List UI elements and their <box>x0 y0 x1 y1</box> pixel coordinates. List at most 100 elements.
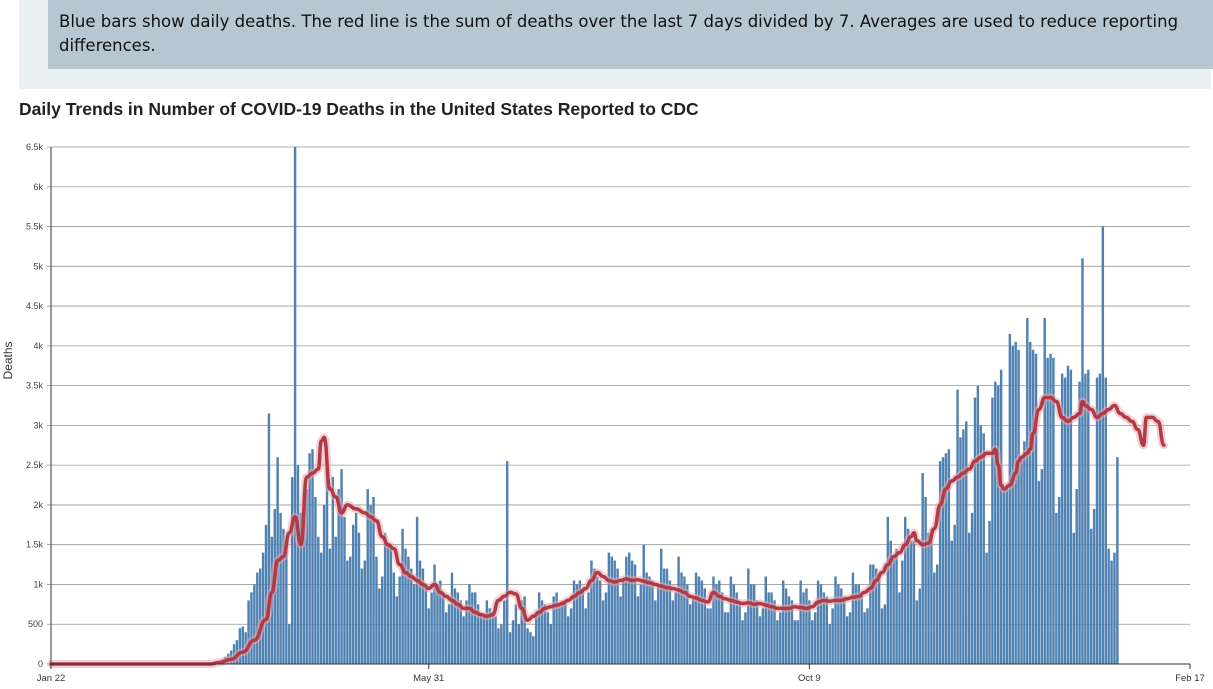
deaths-bar <box>465 600 468 664</box>
deaths-bar <box>982 433 985 664</box>
deaths-bar <box>959 437 962 664</box>
deaths-bar <box>1046 357 1049 664</box>
info-note: Blue bars show daily deaths. The red lin… <box>48 0 1213 69</box>
deaths-bar <box>811 620 814 664</box>
y-tick-label: 3.5k <box>26 381 44 391</box>
deaths-bar <box>924 496 927 664</box>
deaths-bar <box>442 596 445 664</box>
deaths-bar <box>651 580 654 664</box>
seven-day-average-line <box>47 393 1168 669</box>
deaths-bar <box>587 592 590 664</box>
deaths-bar <box>770 592 773 664</box>
deaths-bar <box>991 397 994 664</box>
deaths-bar <box>378 588 381 664</box>
deaths-bar <box>973 397 977 664</box>
deaths-bar <box>767 592 770 664</box>
deaths-bar <box>1101 226 1105 665</box>
deaths-bar <box>901 560 904 664</box>
deaths-bar <box>572 580 576 664</box>
deaths-bar <box>874 568 878 664</box>
deaths-bar <box>543 604 547 664</box>
deaths-bar <box>264 524 268 664</box>
deaths-bar <box>296 465 300 664</box>
deaths-bar <box>523 596 526 664</box>
deaths-bar <box>1084 373 1087 664</box>
deaths-bar <box>613 560 616 664</box>
deaths-bar <box>500 624 503 664</box>
deaths-bar <box>854 584 858 664</box>
deaths-bar <box>453 588 457 664</box>
deaths-bar <box>1040 469 1044 664</box>
deaths-bar <box>1066 365 1070 664</box>
deaths-bar <box>796 620 799 664</box>
deaths-bar <box>369 504 372 664</box>
deaths-bar <box>552 596 555 664</box>
deaths-bar <box>517 624 521 664</box>
deaths-bar <box>395 596 398 664</box>
deaths-bar <box>389 548 393 664</box>
deaths-bar <box>325 461 329 664</box>
deaths-bar <box>648 576 651 664</box>
deaths-bar <box>999 369 1003 664</box>
deaths-bar <box>965 421 968 664</box>
deaths-bar <box>776 620 779 664</box>
deaths-bar <box>468 584 471 664</box>
deaths-bar <box>241 626 244 664</box>
deaths-bar <box>616 568 619 664</box>
deaths-bar <box>288 624 291 664</box>
deaths-bar <box>997 385 1000 664</box>
deaths-bar <box>514 604 518 664</box>
deaths-bar <box>747 568 750 664</box>
deaths-bar <box>970 512 974 664</box>
deaths-bar <box>479 616 483 664</box>
deaths-bar <box>967 532 971 664</box>
deaths-bar <box>979 425 983 664</box>
deaths-bar <box>418 560 422 664</box>
deaths-bar <box>944 453 948 664</box>
deaths-bar <box>412 584 416 664</box>
deaths-bar <box>1081 258 1084 664</box>
deaths-bar <box>282 528 285 664</box>
deaths-bar <box>546 612 550 664</box>
deaths-bar <box>575 584 579 664</box>
deaths-bar <box>659 548 663 664</box>
deaths-bar <box>532 636 535 664</box>
deaths-bar <box>828 624 831 664</box>
deaths-bar <box>526 628 529 664</box>
deaths-bar <box>1005 489 1009 664</box>
deaths-bar <box>738 604 741 664</box>
deaths-bar <box>258 568 262 664</box>
deaths-bar <box>250 592 253 664</box>
deaths-bar <box>473 592 477 664</box>
deaths-bar <box>689 604 692 664</box>
deaths-bar <box>386 544 390 664</box>
deaths-bar <box>645 572 648 664</box>
deaths-bar <box>529 632 532 664</box>
deaths-bar <box>415 516 419 664</box>
deaths-bar <box>843 596 846 664</box>
deaths-bar <box>436 584 439 664</box>
deaths-bar <box>625 556 628 664</box>
deaths-bar <box>750 584 753 664</box>
deaths-bar <box>654 600 657 664</box>
deaths-bar <box>819 584 823 664</box>
deaths-bar <box>238 628 242 664</box>
deaths-bar <box>398 576 401 664</box>
y-tick-label: 2.5k <box>26 460 44 470</box>
deaths-bar <box>866 608 869 664</box>
deaths-bar <box>607 552 611 664</box>
deaths-bar <box>808 600 811 664</box>
x-tick-label: May 31 <box>413 673 444 684</box>
deaths-bar <box>758 616 762 664</box>
deaths-bar <box>1020 457 1023 664</box>
deaths-bar <box>813 612 817 664</box>
y-tick-label: 1.5k <box>26 540 44 550</box>
deaths-bar <box>784 588 788 664</box>
deaths-bar <box>471 592 474 664</box>
deaths-bar <box>947 449 951 664</box>
deaths-bar <box>744 612 747 664</box>
deaths-bar <box>328 548 332 664</box>
deaths-bar <box>741 620 744 664</box>
deaths-bar <box>703 588 706 664</box>
